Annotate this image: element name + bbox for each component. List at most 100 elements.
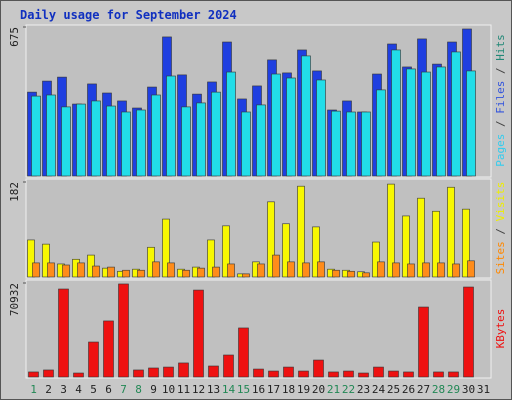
bar <box>166 75 176 177</box>
bar <box>462 208 470 278</box>
bar <box>107 266 115 278</box>
x-tick-label: 7 <box>120 383 127 396</box>
bar <box>346 111 356 177</box>
x-tick-label: 23 <box>357 383 370 396</box>
bar <box>362 272 370 278</box>
bar <box>268 370 279 378</box>
bar <box>436 66 446 177</box>
bar <box>88 341 99 378</box>
bar <box>42 243 50 278</box>
bar <box>162 218 170 278</box>
bar <box>418 306 429 378</box>
bar <box>193 289 204 378</box>
x-tick-label: 27 <box>417 383 430 396</box>
bar <box>373 366 384 378</box>
bar <box>208 365 219 378</box>
bar <box>432 210 440 278</box>
bar <box>347 270 355 278</box>
bar <box>407 263 415 278</box>
panel-label-part: / <box>494 114 507 134</box>
bar <box>106 105 116 177</box>
bar <box>238 327 249 378</box>
bar <box>433 371 444 378</box>
bar <box>122 269 130 278</box>
bar <box>302 262 310 278</box>
y-tick-label: 70932 <box>8 283 21 316</box>
x-tick-label: 10 <box>162 383 175 396</box>
bar <box>406 68 416 177</box>
x-tick-label: 18 <box>282 383 295 396</box>
panel <box>25 178 492 279</box>
bar <box>451 51 461 177</box>
bar <box>92 265 100 278</box>
y-tick-label: 675 <box>8 27 21 47</box>
bar <box>297 185 305 278</box>
x-tick-label: 13 <box>207 383 220 396</box>
bar <box>196 102 206 177</box>
x-tick-label: 28 <box>432 383 445 396</box>
panel-label-part: Visits <box>494 182 507 222</box>
bar <box>178 362 189 378</box>
bar <box>267 201 275 278</box>
x-tick-label: 21 <box>327 383 340 396</box>
bar <box>137 269 145 278</box>
x-tick-label: 11 <box>177 383 190 396</box>
bar <box>272 254 280 278</box>
bar <box>46 94 56 177</box>
bar <box>328 371 339 378</box>
bar <box>282 223 290 278</box>
bar <box>73 372 84 378</box>
bar <box>167 262 175 278</box>
bar <box>207 239 215 278</box>
x-tick-label: 31 <box>477 383 490 396</box>
bar <box>136 109 146 177</box>
bar <box>151 94 161 177</box>
bar <box>227 263 235 278</box>
x-tick-label: 20 <box>312 383 325 396</box>
x-tick-label: 1 <box>30 383 37 396</box>
bar <box>301 55 311 177</box>
panel-label-part: / <box>494 221 507 241</box>
bar <box>298 370 309 378</box>
panel-label-part: Sites <box>494 241 507 274</box>
x-tick-label: 8 <box>135 383 142 396</box>
bar <box>392 262 400 278</box>
x-tick-label: 19 <box>297 383 310 396</box>
bar <box>181 106 191 177</box>
bar <box>361 111 371 177</box>
x-tick-label: 26 <box>402 383 415 396</box>
bar <box>242 273 250 278</box>
bar <box>316 79 326 177</box>
bar <box>287 261 295 278</box>
bar <box>421 71 431 177</box>
bar <box>257 263 265 278</box>
x-tick-label: 15 <box>237 383 250 396</box>
bar <box>91 100 101 177</box>
bar <box>388 370 399 378</box>
bar <box>467 260 475 278</box>
x-tick-label: 9 <box>150 383 157 396</box>
panel-label-part: Hits <box>494 34 507 61</box>
x-tick-label: 25 <box>387 383 400 396</box>
panel-label-part: / <box>494 61 507 81</box>
bar <box>61 106 71 177</box>
bar <box>253 368 264 378</box>
bar <box>377 261 385 278</box>
panel-label-part: Pages <box>494 134 507 167</box>
bar <box>212 266 220 278</box>
panel-label-part: KBytes <box>494 309 507 349</box>
bar <box>121 111 131 177</box>
x-tick-label: 24 <box>372 383 386 396</box>
bar <box>343 370 354 378</box>
bar <box>43 369 54 378</box>
bar <box>313 359 324 378</box>
bar <box>271 73 281 177</box>
bar <box>283 366 294 378</box>
bar <box>422 262 430 278</box>
panel-label-part: Files <box>494 81 507 114</box>
bar <box>163 366 174 378</box>
bar <box>447 186 455 278</box>
bar <box>391 49 401 177</box>
x-tick-label: 17 <box>267 383 280 396</box>
